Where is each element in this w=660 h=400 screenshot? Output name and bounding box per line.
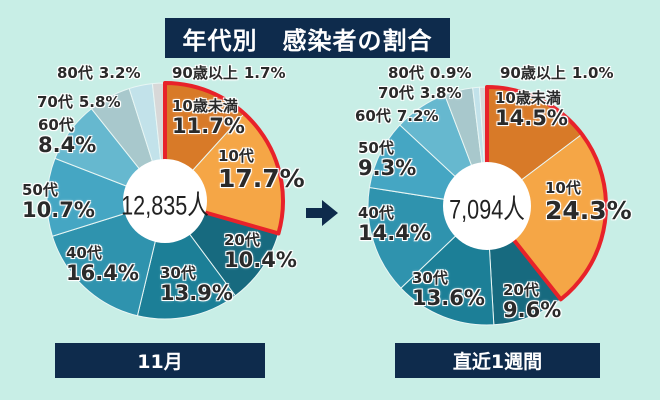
- slice-value: 10.7%: [22, 198, 95, 222]
- donut-center: [443, 162, 531, 250]
- slice-label: 10代 17.7%: [218, 147, 305, 193]
- slice-label: 80代 0.9%: [388, 65, 471, 81]
- slice-category: 50代: [358, 139, 394, 157]
- slice-category: 30代: [160, 264, 196, 282]
- slice-category: 60代: [38, 116, 74, 134]
- slice-value: 9.3%: [358, 156, 417, 180]
- slice-value: 9.6%: [503, 298, 562, 322]
- slice-label: 90歳以上 1.0%: [500, 65, 613, 81]
- arrow-right-icon: [306, 200, 338, 226]
- slice-label: 90歳以上 1.7%: [172, 65, 285, 81]
- slice-label: 10歳未満 14.5%: [495, 90, 568, 129]
- slice-category: 10歳未満: [495, 89, 561, 107]
- slice-category: 10代: [218, 147, 254, 165]
- slice-label: 50代 9.3%: [358, 140, 416, 179]
- total-count-recent-week: 7,094人: [449, 194, 525, 225]
- slice-category: 30代: [412, 269, 448, 287]
- slice-label: 60代 8.4%: [38, 117, 96, 156]
- slice-value: 0.9%: [429, 64, 472, 82]
- slice-category: 50代: [22, 181, 58, 199]
- slice-value: 16.4%: [66, 261, 139, 285]
- slice-label: 70代 3.8%: [378, 85, 461, 101]
- slice-category: 10代: [545, 179, 581, 197]
- slice-label: 10歳未満 11.7%: [172, 98, 245, 137]
- slice-category: 70代: [37, 93, 73, 111]
- slice-label: 50代 10.7%: [22, 182, 95, 221]
- slice-label: 70代 5.8%: [37, 94, 120, 110]
- slice-value: 7.2%: [396, 107, 439, 125]
- donut-center: [123, 159, 207, 243]
- slice-category: 80代: [388, 64, 424, 82]
- slice-value: 3.2%: [98, 64, 141, 82]
- slice-value: 24.3%: [545, 196, 632, 225]
- slice-value: 10.4%: [224, 248, 297, 272]
- slice-value: 5.8%: [78, 93, 121, 111]
- slice-label: 60代 7.2%: [355, 108, 438, 124]
- slice-label: 80代 3.2%: [57, 65, 140, 81]
- period-label-november: 11月: [55, 343, 265, 378]
- slice-value: 17.7%: [218, 164, 305, 193]
- slice-label: 20代 9.6%: [503, 282, 561, 321]
- slice-value: 14.4%: [358, 221, 431, 245]
- slice-category: 10歳未満: [172, 97, 238, 115]
- slice-category: 80代: [57, 64, 93, 82]
- slice-label: 10代 24.3%: [545, 179, 632, 225]
- period-label-recent-week: 直近1週間: [395, 343, 600, 378]
- slice-category: 20代: [503, 281, 539, 299]
- chart-title: 年代別 感染者の割合: [165, 18, 450, 58]
- slice-category: 60代: [355, 107, 391, 125]
- slice-label: 20代 10.4%: [224, 232, 297, 271]
- slice-value: 3.8%: [419, 84, 462, 102]
- slice-value: 8.4%: [38, 133, 97, 157]
- slice-category: 40代: [66, 244, 102, 262]
- slice-label: 40代 16.4%: [66, 245, 139, 284]
- slice-value: 11.7%: [172, 114, 245, 138]
- slice-value: 13.9%: [160, 281, 233, 305]
- slice-category: 20代: [224, 231, 260, 249]
- slice-label: 30代 13.6%: [412, 270, 485, 309]
- slice-value: 1.0%: [571, 64, 614, 82]
- slice-category: 40代: [358, 204, 394, 222]
- slice-category: 90歳以上: [172, 64, 238, 82]
- slice-label: 40代 14.4%: [358, 205, 431, 244]
- slice-category: 70代: [378, 84, 414, 102]
- total-count-november: 12,835人: [121, 190, 209, 221]
- slice-value: 13.6%: [412, 286, 485, 310]
- slice-value: 1.7%: [243, 64, 286, 82]
- slice-value: 14.5%: [495, 106, 568, 130]
- slice-label: 30代 13.9%: [160, 265, 233, 304]
- slice-category: 90歳以上: [500, 64, 566, 82]
